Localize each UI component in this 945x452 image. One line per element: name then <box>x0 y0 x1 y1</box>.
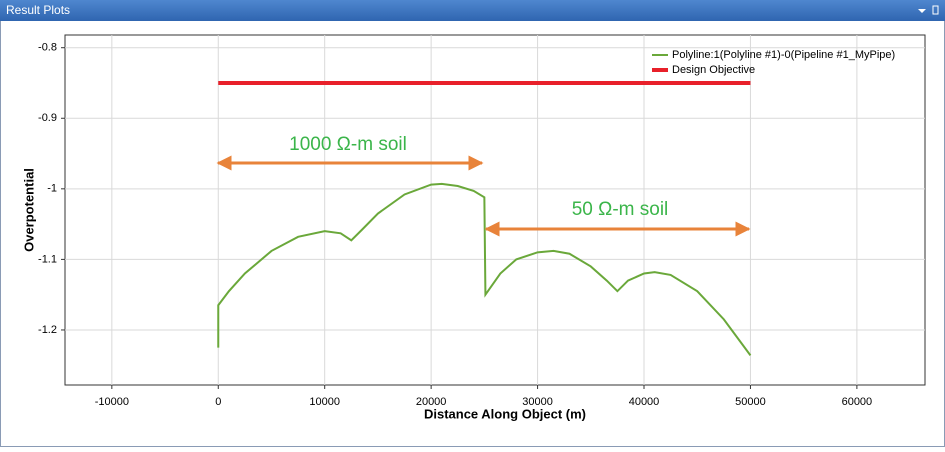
title-bar <box>0 0 945 21</box>
x-tick-label: 40000 <box>629 396 660 408</box>
x-tick-label: 30000 <box>522 396 553 408</box>
y-tick-label: -1 <box>47 183 57 195</box>
legend-label: Polyline:1(Polyline #1)-0(Pipeline #1_My… <box>672 49 895 61</box>
y-axis-label: Overpotential <box>21 168 36 252</box>
data-line <box>217 182 752 356</box>
x-tick-label: 50000 <box>735 396 766 408</box>
pin-icon[interactable] <box>932 5 939 15</box>
window-title: Result Plots <box>6 3 70 17</box>
y-tick-label: -1.2 <box>38 324 57 336</box>
x-axis-label: Distance Along Object (m) <box>424 406 586 421</box>
legend-label: Design Objective <box>672 64 755 76</box>
y-tick-label: -0.9 <box>38 112 57 124</box>
y-tick-label: -0.8 <box>38 42 57 54</box>
x-tick-label: 0 <box>215 396 221 408</box>
x-tick-label: 20000 <box>416 396 447 408</box>
x-tick-label: 10000 <box>309 396 340 408</box>
annotation: 50 Ω-m soil <box>572 199 669 220</box>
x-tick-label: -10000 <box>95 396 129 408</box>
x-tick-label: 60000 <box>842 396 873 408</box>
y-tick-label: -1.1 <box>38 253 57 265</box>
annotation: 1000 Ω-m soil <box>289 134 407 155</box>
dropdown-icon[interactable] <box>918 9 926 13</box>
plot-area <box>64 34 926 386</box>
